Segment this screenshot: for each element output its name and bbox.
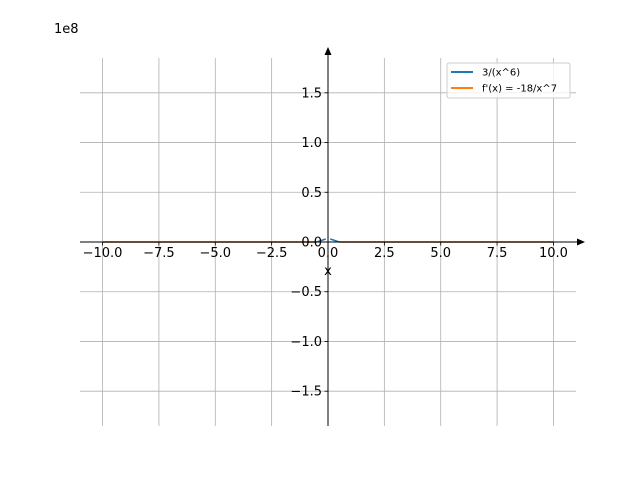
x-tick-label: −5.0 [199, 246, 231, 261]
x-ticks: −10.0 −7.5 −5.0 −2.5 0.0 2.5 5.0 7.5 10.0 [83, 242, 568, 261]
y-axis-arrow [324, 47, 332, 55]
x-tick-label: 0.0 [318, 246, 339, 261]
y-tick-label: 1.0 [301, 136, 322, 151]
legend-label-2: f'(x) = -18/x^7 [482, 84, 557, 95]
y-scale-offset-label: 1e8 [54, 22, 79, 37]
y-tick-label: 1.5 [301, 86, 322, 101]
x-tick-label: −2.5 [256, 246, 288, 261]
x-tick-label: 2.5 [374, 246, 395, 261]
y-tick-label: −0.5 [290, 285, 322, 300]
x-tick-label: 5.0 [430, 246, 451, 261]
x-axis-arrow [577, 238, 585, 246]
x-axis-label: x [324, 264, 332, 279]
legend-label-1: 3/(x^6) [482, 68, 520, 79]
y-tick-label: 0.0 [301, 236, 322, 251]
y-ticks: −1.5 −1.0 −0.5 0.0 0.5 1.0 1.5 [290, 86, 328, 400]
axes [80, 47, 585, 426]
y-tick-label: −1.0 [290, 335, 322, 350]
legend-box [446, 62, 571, 99]
y-tick-label: −1.5 [290, 385, 322, 400]
legend: 3/(x^6) f'(x) = -18/x^7 [446, 62, 571, 99]
x-tick-label: −10.0 [83, 246, 123, 261]
x-tick-label: 10.0 [539, 246, 568, 261]
x-tick-label: 7.5 [487, 246, 508, 261]
y-tick-label: 0.5 [301, 186, 322, 201]
x-tick-label: −7.5 [143, 246, 175, 261]
